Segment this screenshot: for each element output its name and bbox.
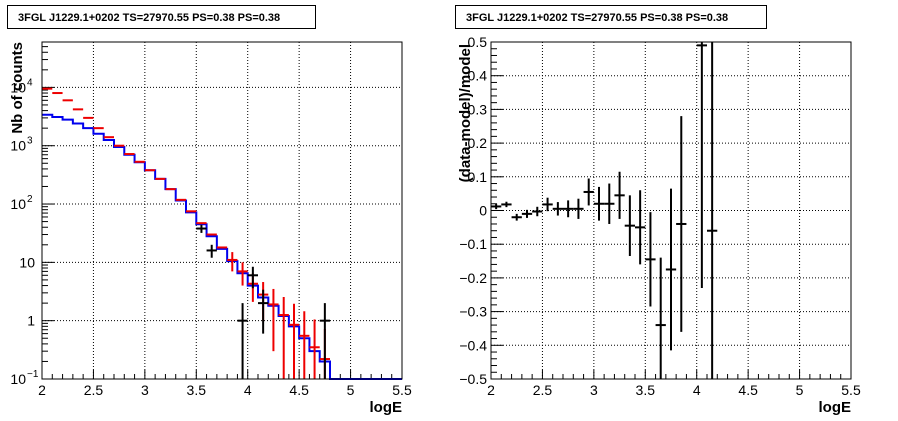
y-tick-label: −0.1 [459,236,487,252]
x-tick-label: 2 [487,382,495,398]
y-tick-label: 0.2 [468,135,488,151]
x-tick-label: 2.5 [533,382,553,398]
y-tick-label: −0.3 [459,304,487,320]
x-axis-title: logE [819,399,852,416]
y-tick-exponent: 4 [27,77,33,88]
y-tick-label: 0 [479,203,487,219]
y-tick-exponent: 2 [27,194,33,205]
plot-frame [41,41,403,380]
x-tick-label: 3.5 [636,382,656,398]
left-chart-title: 3FGL J1229.1+0202 TS=27970.55 PS=0.38 PS… [7,5,316,29]
y-tick-label: 0.4 [468,68,488,84]
y-tick-label: −0.5 [459,371,487,387]
series-model-histogram [42,113,402,380]
x-tick-label: 4 [244,382,252,398]
y-tick-label: 0.1 [468,169,488,185]
y-tick-label: 10 [19,254,35,270]
x-axis-title: logE [370,399,403,416]
x-tick-label: 5 [796,382,804,398]
right-chart-title: 3FGL J1229.1+0202 TS=27970.55 PS=0.38 PS… [455,5,767,29]
plot-frame [490,41,852,380]
x-tick-label: 3 [141,382,149,398]
x-tick-label: 4.5 [289,382,309,398]
y-tick-label: −0.2 [459,270,487,286]
x-tick-label: 2 [38,382,46,398]
y-tick-label: 10 [10,138,26,154]
x-tick-label: 5.5 [841,382,861,398]
y-tick-label: 10 [10,371,26,387]
right-chart-panel: 2 2.5 3 3.5 4 4.5 5 5.5 −0.5 −0.4 −0.3 −0.2 −0.1 0 0.1… [457,34,861,416]
y-tick-label: 10 [10,79,26,95]
x-tick-label: 4.5 [738,382,758,398]
x-tick-label: 2.5 [84,382,104,398]
x-tick-label: 5.5 [392,382,412,398]
y-tick-label: 0.3 [468,101,488,117]
x-tick-label: 5 [347,382,355,398]
y-axis-title: (data-model)/model [457,44,474,182]
x-tick-label: 4 [693,382,701,398]
x-tick-label: 3.5 [187,382,207,398]
x-tick-label: 3 [590,382,598,398]
y-tick-label: 0.5 [468,34,488,50]
y-tick-exponent: −1 [27,369,39,380]
plot-area [42,42,402,379]
y-tick-exponent: 3 [27,136,33,147]
y-tick-label: −0.4 [459,337,487,353]
y-tick-label: 10 [10,196,26,212]
y-axis-title: Nb of counts [9,42,26,134]
y-tick-label: 1 [27,313,35,329]
